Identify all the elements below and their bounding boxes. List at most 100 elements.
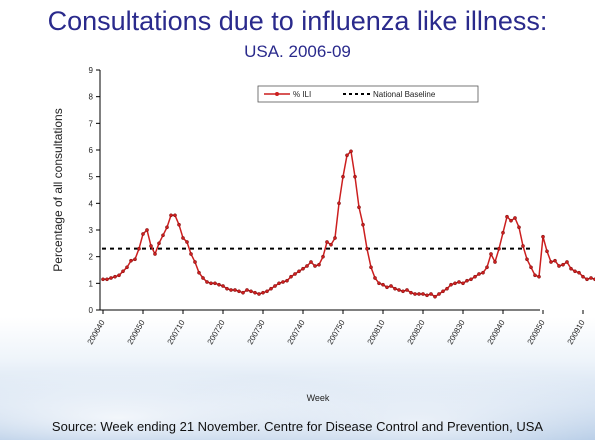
ili-data-point [429, 292, 433, 296]
y-tick-label: 3 [89, 226, 94, 235]
ili-data-point [529, 265, 533, 270]
ili-data-point [449, 282, 453, 287]
ili-data-point [421, 292, 425, 296]
ili-data-point [249, 289, 253, 294]
y-tick-label: 1 [89, 279, 94, 288]
ili-series-line [103, 149, 595, 298]
ili-data-point [437, 292, 441, 296]
x-tick-label: 200850 [526, 318, 547, 346]
ili-data-point [541, 234, 545, 239]
ili-data-point [285, 278, 289, 283]
ili-data-point [377, 281, 381, 286]
x-tick-label: 200640 [86, 318, 107, 346]
ili-data-point [569, 266, 573, 271]
ili-data-point [217, 282, 221, 287]
ili-data-point [393, 286, 397, 291]
ili-data-point [185, 240, 189, 244]
ili-data-point [577, 270, 581, 275]
ili-data-point [413, 292, 417, 296]
ili-data-point [273, 284, 277, 288]
ili-data-point [349, 149, 353, 154]
ili-data-point [325, 240, 329, 244]
ili-data-point [513, 216, 517, 220]
ili-data-point [369, 265, 373, 270]
ili-data-point [357, 205, 361, 210]
y-axis-ticks: 0 1 2 3 4 5 6 7 8 9 [89, 66, 100, 315]
ili-data-point [469, 277, 473, 282]
ili-data-point [521, 244, 525, 248]
ili-data-point [109, 276, 113, 280]
ili-data-point [481, 270, 485, 275]
ili-data-point [125, 265, 129, 270]
y-tick-label: 8 [89, 93, 94, 102]
ili-data-point [133, 257, 137, 262]
ili-data-point [197, 270, 201, 275]
ili-data-point [209, 281, 213, 286]
y-axis-label: Percentage of all consultations [51, 108, 65, 271]
ili-data-point [265, 289, 269, 294]
ili-data-point [257, 292, 261, 296]
ili-data-point [505, 214, 509, 219]
ili-data-point [157, 241, 161, 246]
chart-legend: % ILI National Baseline [257, 85, 479, 103]
y-tick-label: 6 [89, 146, 94, 155]
x-tick-label: 200720 [206, 318, 227, 346]
ili-data-point [113, 274, 117, 279]
ili-data-point [497, 246, 501, 251]
ili-data-point [453, 281, 457, 286]
x-axis-label: Week [307, 393, 330, 403]
chart-axes [99, 70, 540, 311]
ili-data-point [281, 280, 285, 284]
x-tick-label: 200810 [366, 318, 387, 346]
ili-data-point [401, 289, 405, 294]
legend-ili-label: % ILI [293, 90, 311, 99]
ili-data-point [229, 288, 233, 292]
ili-data-point [557, 264, 561, 268]
ili-data-point [485, 265, 489, 270]
x-tick-label: 200740 [286, 318, 307, 346]
ili-data-point [245, 288, 249, 292]
y-tick-label: 0 [89, 306, 94, 315]
ili-data-point [533, 273, 537, 278]
ili-data-point [501, 230, 505, 235]
legend-ili-marker [275, 92, 279, 96]
ili-data-point [261, 290, 265, 295]
ili-data-point [297, 269, 301, 274]
ili-data-point [337, 201, 341, 206]
y-tick-label: 4 [89, 199, 94, 208]
ili-data-point [585, 277, 589, 282]
ili-data-point [309, 260, 313, 264]
ili-data-point [489, 252, 493, 256]
ili-data-point [105, 277, 109, 282]
ili-data-point [293, 272, 297, 276]
chart-subtitle: USA. 2006-09 [244, 42, 351, 61]
ili-data-point [397, 288, 401, 292]
ili-data-point [373, 276, 377, 280]
ili-data-point [537, 274, 541, 279]
ili-data-point [565, 260, 569, 264]
ili-data-point [333, 236, 337, 240]
ili-data-point [153, 252, 157, 256]
ili-data-point [553, 258, 557, 263]
ili-data-point [101, 277, 105, 282]
x-tick-label: 200840 [486, 318, 507, 346]
ili-data-point [241, 290, 245, 295]
ili-data-point [121, 269, 125, 274]
ili-data-point [517, 225, 521, 230]
ili-data-point [169, 213, 173, 218]
ili-data-point [181, 236, 185, 240]
x-tick-label: 200650 [126, 318, 147, 346]
ili-data-point [381, 282, 385, 287]
ili-data-point [253, 290, 257, 295]
ili-data-point [433, 294, 437, 299]
ili-data-point [341, 174, 345, 179]
ili-data-point [549, 260, 553, 264]
ili-data-point [165, 225, 169, 230]
ili-data-point [201, 276, 205, 280]
ili-data-point [405, 288, 409, 292]
source-footnote: Source: Week ending 21 November. Centre … [51, 419, 544, 434]
ili-data-point [129, 258, 133, 263]
y-tick-label: 5 [89, 173, 94, 182]
ili-data-point [409, 290, 413, 295]
